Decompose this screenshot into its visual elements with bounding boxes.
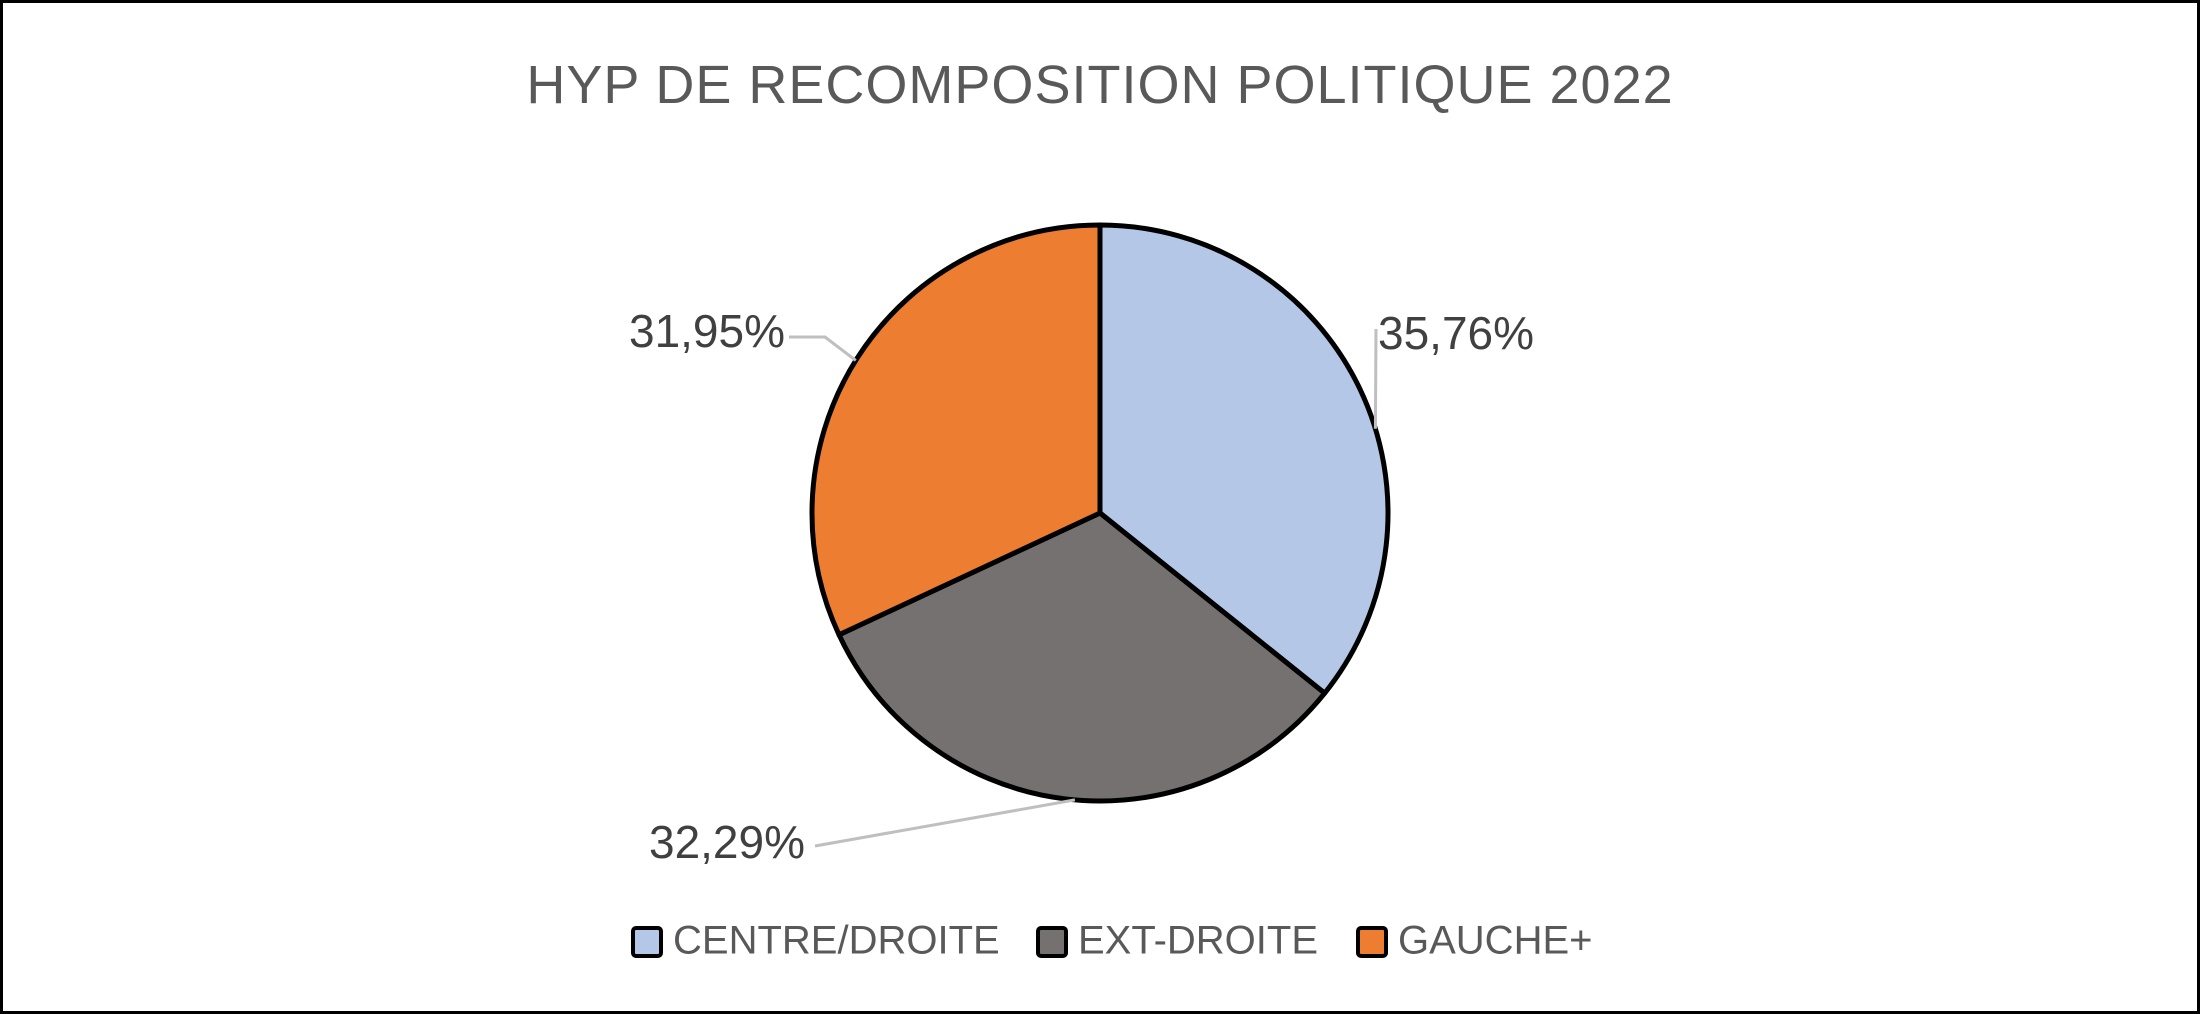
legend-label-ext-droite: EXT-DROITE — [1078, 919, 1318, 963]
data-label-gauche: 31,95% — [629, 305, 785, 357]
legend-swatch-centre-droite — [631, 926, 663, 958]
data-label-centre-droite: 35,76% — [1378, 307, 1534, 359]
chart-title: HYP DE RECOMPOSITION POLITIQUE 2022 — [526, 55, 1673, 115]
leader-line-centre-droite — [1373, 328, 1378, 429]
pie-slice-centre-droite — [1097, 222, 1391, 696]
legend: CENTRE/DROITE EXT-DROITE GAUCHE+ — [631, 919, 1593, 963]
leader-lines — [789, 328, 1378, 848]
pie-chart: HYP DE RECOMPOSITION POLITIQUE 2022 35,7… — [526, 55, 1673, 963]
legend-swatch-ext-droite — [1036, 926, 1068, 958]
pie-slices — [809, 222, 1391, 804]
legend-label-gauche: GAUCHE+ — [1398, 919, 1593, 963]
data-labels: 35,76% 32,29% 31,95% — [629, 305, 1534, 868]
data-label-ext-droite: 32,29% — [649, 816, 805, 868]
leader-line-ext-droite — [814, 798, 1076, 848]
legend-item-ext-droite: EXT-DROITE — [1036, 919, 1318, 963]
legend-swatch-gauche — [1356, 926, 1388, 958]
pie-slice-ext-droite — [836, 510, 1328, 804]
legend-item-gauche: GAUCHE+ — [1356, 919, 1593, 963]
leader-line-gauche — [789, 335, 857, 362]
pie-slice-gauche — [809, 222, 1103, 638]
legend-label-centre-droite: CENTRE/DROITE — [673, 919, 1000, 963]
legend-item-centre-droite: CENTRE/DROITE — [631, 919, 1000, 963]
